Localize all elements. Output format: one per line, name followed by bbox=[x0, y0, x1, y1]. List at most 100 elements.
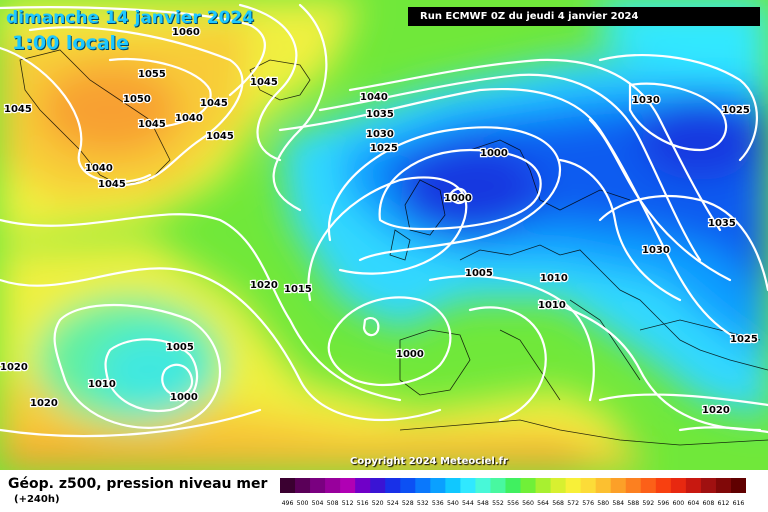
isobar-label: 1045 bbox=[200, 98, 228, 109]
scale-tick-label: 540 bbox=[447, 500, 459, 507]
isobar-label: 1030 bbox=[632, 95, 660, 106]
isobar-label: 1040 bbox=[85, 163, 113, 174]
scale-swatch bbox=[730, 478, 746, 493]
forecast-date: dimanche 14 janvier 2024 bbox=[6, 8, 254, 28]
scale-swatch bbox=[400, 478, 416, 493]
isobar-label: 1045 bbox=[250, 77, 278, 88]
scale-tick-label: 592 bbox=[642, 500, 654, 507]
scale-swatch bbox=[490, 478, 506, 493]
isobar-label: 1035 bbox=[708, 218, 736, 229]
scale-swatch bbox=[310, 478, 326, 493]
isobar-label: 1005 bbox=[465, 268, 493, 279]
isobar-label: 1040 bbox=[360, 92, 388, 103]
isobar-label: 1050 bbox=[123, 94, 151, 105]
isobar-label: 1020 bbox=[250, 280, 278, 291]
scale-tick-label: 544 bbox=[462, 500, 474, 507]
scale-swatch bbox=[580, 478, 597, 493]
scale-swatch bbox=[430, 478, 446, 493]
scale-tick-label: 504 bbox=[312, 500, 324, 507]
isobar-label: 1010 bbox=[88, 379, 116, 390]
scale-tick-label: 528 bbox=[402, 500, 414, 507]
isobar-label: 1055 bbox=[138, 69, 166, 80]
scale-swatch bbox=[550, 478, 567, 493]
scale-tick-label: 588 bbox=[627, 500, 639, 507]
scale-swatch bbox=[460, 478, 476, 493]
isobar-label: 1000 bbox=[170, 392, 198, 403]
scale-tick-label: 568 bbox=[552, 500, 564, 507]
scale-swatch bbox=[385, 478, 401, 493]
scale-tick-label: 516 bbox=[357, 500, 369, 507]
isobar-label: 1060 bbox=[172, 27, 200, 38]
scale-tick-label: 584 bbox=[612, 500, 624, 507]
isobar-label: 1030 bbox=[642, 245, 670, 256]
scale-tick-label: 532 bbox=[417, 500, 429, 507]
scale-tick-label: 572 bbox=[567, 500, 579, 507]
scale-swatch bbox=[340, 478, 356, 493]
scale-tick-label: 508 bbox=[327, 500, 339, 507]
pressure-map: 1060 1055 1050 1045 1045 1040 1045 1045 … bbox=[0, 0, 768, 470]
scale-tick-label: 552 bbox=[492, 500, 504, 507]
isobar-label: 1015 bbox=[284, 284, 312, 295]
scale-swatch bbox=[520, 478, 537, 493]
scale-swatch bbox=[685, 478, 702, 493]
isobar-label: 1025 bbox=[730, 334, 758, 345]
isobar-label: 1030 bbox=[366, 129, 394, 140]
scale-swatch bbox=[715, 478, 732, 493]
scale-swatch bbox=[535, 478, 552, 493]
scale-swatch bbox=[295, 478, 311, 493]
scale-tick-label: 576 bbox=[582, 500, 594, 507]
scale-swatch bbox=[355, 478, 371, 493]
scale-swatch bbox=[325, 478, 341, 493]
scale-tick-label: 556 bbox=[507, 500, 519, 507]
copyright: Copyright 2024 Meteociel.fr bbox=[350, 456, 508, 467]
coastlines bbox=[19, 49, 768, 446]
isobar-label: 1045 bbox=[98, 179, 126, 190]
scale-swatch bbox=[565, 478, 582, 493]
scale-swatch bbox=[670, 478, 687, 493]
color-scale: 496 500 504 508 512 516 520 524 528 532 536 540 544 5… bbox=[280, 478, 746, 507]
geopotential-field bbox=[0, 0, 768, 470]
isobar-label: 1000 bbox=[480, 148, 508, 159]
scale-tick-label: 616 bbox=[733, 500, 745, 507]
scale-swatch bbox=[700, 478, 717, 493]
isobar-label: 1000 bbox=[396, 349, 424, 360]
scale-swatch bbox=[505, 478, 522, 493]
scale-swatch bbox=[595, 478, 612, 493]
scale-tick-label: 500 bbox=[297, 500, 309, 507]
scale-swatch bbox=[625, 478, 642, 493]
scale-tick-label: 612 bbox=[718, 500, 730, 507]
isobar-label: 1010 bbox=[540, 273, 568, 284]
scale-tick-label: 580 bbox=[597, 500, 609, 507]
isobar-label: 1020 bbox=[30, 398, 58, 409]
scale-tick-label: 512 bbox=[342, 500, 354, 507]
legend-title: Géop. z500, pression niveau mer bbox=[8, 476, 268, 492]
isobar-label: 1020 bbox=[702, 405, 730, 416]
isobar-label: 1025 bbox=[370, 143, 398, 154]
scale-swatch bbox=[655, 478, 672, 493]
run-info: Run ECMWF 0Z du jeudi 4 janvier 2024 bbox=[408, 7, 760, 26]
isobar-label: 1000 bbox=[444, 193, 472, 204]
isobar-label: 1045 bbox=[138, 119, 166, 130]
scale-tick-label: 564 bbox=[537, 500, 549, 507]
scale-swatch bbox=[415, 478, 431, 493]
scale-tick-label: 604 bbox=[687, 500, 699, 507]
isobar-label: 1045 bbox=[4, 104, 32, 115]
isobar-label: 1040 bbox=[175, 113, 203, 124]
scale-tick-label: 608 bbox=[703, 500, 715, 507]
forecast-time: 1:00 locale bbox=[12, 32, 129, 54]
scale-tick-label: 496 bbox=[282, 500, 294, 507]
scale-tick-label: 596 bbox=[657, 500, 669, 507]
scale-tick-label: 548 bbox=[477, 500, 489, 507]
scale-tick-label: 524 bbox=[387, 500, 399, 507]
isobar-label: 1045 bbox=[206, 131, 234, 142]
isobars bbox=[0, 3, 768, 438]
isobar-label: 1020 bbox=[0, 362, 28, 373]
isobar-labels: 1060 1055 1050 1045 1045 1040 1045 1045 … bbox=[0, 26, 759, 418]
scale-tick-label: 536 bbox=[432, 500, 444, 507]
scale-swatch bbox=[640, 478, 657, 493]
scale-swatch bbox=[370, 478, 386, 493]
scale-swatch bbox=[475, 478, 491, 493]
scale-swatch bbox=[610, 478, 627, 493]
forecast-lead: (+240h) bbox=[14, 494, 60, 505]
isobar-label: 1005 bbox=[166, 342, 194, 353]
